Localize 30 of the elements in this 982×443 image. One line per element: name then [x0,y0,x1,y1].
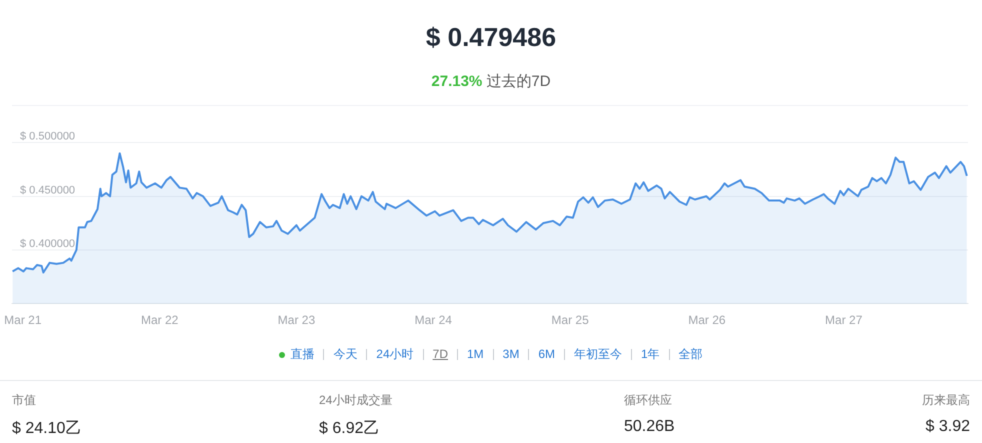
text: $ 24.10乙 [12,419,82,439]
text: 7D [432,347,448,361]
text: 6M [538,347,556,361]
x-tick-label: Mar 24 [414,313,452,328]
y-tick-label: $ 0.400000 [20,238,76,250]
text: 1M [467,347,484,361]
text: 直播 [290,347,314,361]
text: 24小时成交量 [319,392,392,409]
y-tick-label: $ 0.500000 [20,130,76,143]
x-tick-label: Mar 27 [825,313,863,328]
text: 1年 [641,347,660,361]
text: 历来最高 [922,392,970,409]
chart-title: $ 0.479486 [424,22,558,53]
text: 3M [502,347,520,361]
x-tick-label: Mar 22 [140,313,179,328]
text: 今天 [333,347,358,361]
text: 市值 [12,392,36,409]
text: 24小时 [376,347,414,361]
x-tick-label: Mar 26 [688,313,726,328]
chart-subtitle: 27.13% 过去的7D [430,72,552,91]
y-tick-label: $ 0.450000 [20,184,76,196]
x-tick-label: Mar 21 [4,313,42,328]
text: $ 3.92 [926,418,970,436]
x-tick-label: Mar 23 [278,313,316,328]
text: 年初至今 [574,347,622,361]
text: 循环供应 [624,392,672,409]
x-tick-label: Mar 25 [551,313,590,328]
text: 50.26B [624,418,675,436]
text: 全部 [678,347,703,361]
text: $ 6.92乙 [319,419,380,439]
